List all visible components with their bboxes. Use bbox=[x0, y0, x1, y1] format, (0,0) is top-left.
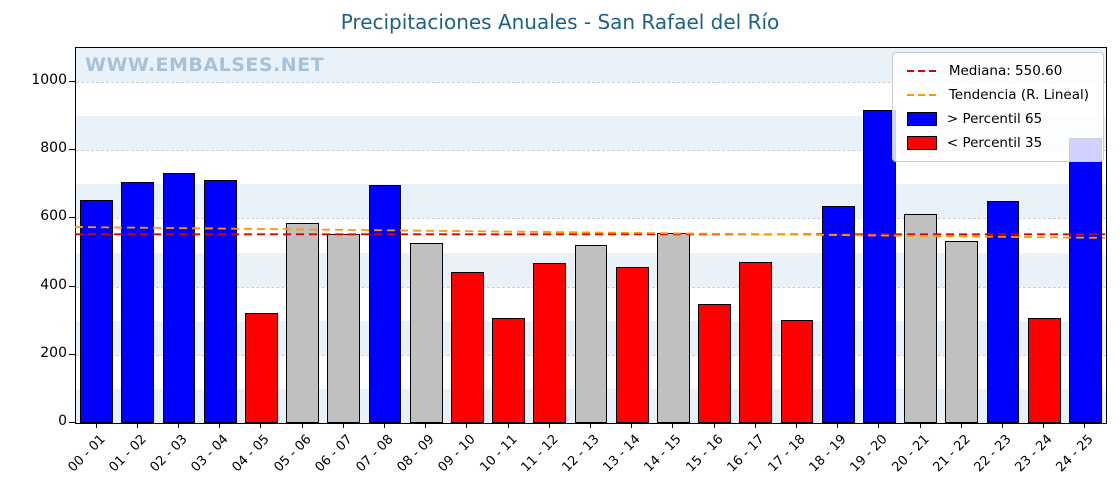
x-tick-mark bbox=[219, 423, 221, 428]
x-tick-mark bbox=[754, 423, 756, 428]
bar-23-24 bbox=[1027, 318, 1061, 423]
legend-item-trend: Tendencia (R. Lineal) bbox=[906, 87, 1089, 103]
background-band bbox=[76, 184, 1106, 219]
bar-06-07 bbox=[327, 234, 361, 423]
x-tick-mark bbox=[342, 423, 344, 428]
bar-19-20 bbox=[862, 110, 896, 423]
x-tick-mark bbox=[590, 423, 591, 428]
gridline bbox=[76, 150, 1106, 152]
legend-p35-label: < Percentil 35 bbox=[946, 135, 1043, 151]
bar-08-09 bbox=[409, 243, 443, 423]
y-tick-mark bbox=[69, 422, 75, 423]
bar-07-08 bbox=[368, 185, 402, 423]
percentil65-swatch-icon bbox=[906, 112, 937, 126]
x-tick-mark bbox=[425, 423, 427, 428]
trend-line-swatch-icon bbox=[906, 94, 939, 96]
bar-05-06 bbox=[286, 222, 320, 423]
x-tick-mark bbox=[507, 423, 509, 428]
legend-p65-label: > Percentil 65 bbox=[946, 111, 1043, 127]
y-tick-mark bbox=[69, 81, 75, 83]
bar-02-03 bbox=[162, 173, 196, 423]
x-tick-mark bbox=[466, 423, 468, 428]
bar-10-11 bbox=[492, 318, 526, 423]
bar-14-15 bbox=[656, 232, 690, 423]
gridline bbox=[76, 218, 1106, 220]
x-tick-mark bbox=[260, 423, 262, 428]
y-tick-mark bbox=[69, 149, 75, 151]
y-tick-mark bbox=[69, 217, 75, 219]
x-tick-mark bbox=[301, 423, 303, 428]
x-tick-mark bbox=[1043, 423, 1045, 428]
x-tick-mark bbox=[878, 423, 880, 428]
bar-01-02 bbox=[121, 181, 155, 423]
x-tick-mark bbox=[713, 423, 715, 428]
y-tick-mark bbox=[69, 285, 75, 287]
bar-00-01 bbox=[80, 199, 114, 423]
bar-16-17 bbox=[739, 261, 773, 423]
bar-21-22 bbox=[945, 241, 979, 423]
x-tick-mark bbox=[384, 423, 385, 428]
y-tick-label: 0 bbox=[58, 413, 67, 429]
x-tick-mark bbox=[1084, 423, 1086, 428]
gridline bbox=[76, 82, 1106, 84]
y-tick-label: 1000 bbox=[31, 72, 67, 89]
bar-13-14 bbox=[615, 267, 649, 423]
chart-title: Precipitaciones Anuales - San Rafael del… bbox=[340, 10, 780, 34]
x-tick-mark bbox=[548, 423, 550, 428]
x-tick-mark bbox=[1002, 423, 1003, 428]
bar-11-12 bbox=[533, 262, 567, 423]
bar-15-16 bbox=[698, 304, 732, 423]
x-tick-mark bbox=[95, 423, 97, 428]
legend-trend-label: Tendencia (R. Lineal) bbox=[948, 87, 1089, 103]
legend-item-p65: > Percentil 65 bbox=[906, 111, 1089, 127]
x-tick-mark bbox=[796, 423, 797, 428]
bar-12-13 bbox=[574, 245, 608, 423]
x-tick-mark bbox=[919, 423, 921, 428]
y-tick-label: 600 bbox=[40, 208, 67, 225]
bar-03-04 bbox=[203, 180, 237, 423]
x-tick-mark bbox=[631, 423, 633, 428]
bar-24-25 bbox=[1068, 138, 1102, 423]
y-tick-label: 400 bbox=[40, 276, 67, 293]
x-tick-mark bbox=[837, 423, 839, 428]
bar-17-18 bbox=[780, 319, 814, 423]
legend-item-p35: < Percentil 35 bbox=[906, 135, 1089, 151]
percentil35-swatch-icon bbox=[906, 136, 937, 150]
watermark: WWW.EMBALSES.NET bbox=[85, 54, 325, 76]
legend-item-median: Mediana: 550.60 bbox=[906, 63, 1089, 79]
legend: Mediana: 550.60 Tendencia (R. Lineal) > … bbox=[891, 52, 1104, 162]
bar-18-19 bbox=[821, 205, 855, 423]
legend-median-label: Mediana: 550.60 bbox=[948, 63, 1063, 79]
y-tick-label: 800 bbox=[40, 140, 67, 157]
bar-04-05 bbox=[244, 312, 278, 423]
y-tick-mark bbox=[69, 353, 75, 355]
x-tick-mark bbox=[178, 423, 179, 428]
x-tick-mark bbox=[672, 423, 674, 428]
bar-22-23 bbox=[986, 201, 1020, 423]
bar-09-10 bbox=[450, 271, 484, 423]
median-line-swatch-icon bbox=[906, 70, 939, 72]
y-tick-label: 200 bbox=[40, 344, 67, 361]
x-tick-mark bbox=[960, 423, 962, 428]
x-tick-mark bbox=[136, 423, 138, 428]
bar-20-21 bbox=[904, 214, 938, 423]
